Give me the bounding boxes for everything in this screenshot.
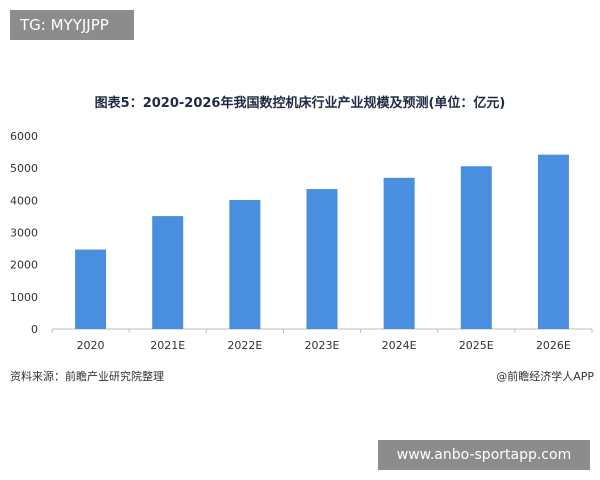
- x-tick-label: 2021E: [150, 339, 185, 352]
- url-banner-text: www.anbo-sportapp.com: [396, 447, 572, 463]
- y-tick-label: 1000: [10, 291, 38, 304]
- bar-2026E: [537, 154, 569, 329]
- y-tick-label: 4000: [10, 194, 38, 207]
- watermark-tag: TG: MYYJJPP: [10, 10, 134, 40]
- chart-title: 图表5：2020-2026年我国数控机床行业产业规模及预测(单位：亿元): [94, 96, 506, 111]
- bar-2025E: [460, 166, 492, 329]
- y-tick-label: 6000: [10, 130, 38, 143]
- y-tick-label: 2000: [10, 259, 38, 272]
- bar-2020: [75, 249, 107, 329]
- x-tick-label: 2023E: [305, 339, 340, 352]
- x-tick-label: 2024E: [382, 339, 417, 352]
- url-banner: www.anbo-sportapp.com: [378, 440, 590, 470]
- source-note: 资料来源：前瞻产业研究院整理: [10, 370, 164, 383]
- x-tick-label: 2020: [77, 339, 105, 352]
- y-tick-label: 3000: [10, 227, 38, 240]
- credit-note: @前瞻经济学人APP: [496, 370, 594, 383]
- y-tick-label: 0: [31, 323, 38, 336]
- x-tick-label: 2026E: [536, 339, 571, 352]
- x-tick-label: 2022E: [227, 339, 262, 352]
- y-tick-label: 5000: [10, 162, 38, 175]
- bar-2023E: [306, 189, 338, 329]
- bar-2024E: [383, 177, 415, 329]
- bar-2022E: [229, 200, 261, 329]
- bar-2021E: [152, 216, 184, 329]
- x-tick-label: 2025E: [459, 339, 494, 352]
- watermark-tag-text: TG: MYYJJPP: [20, 16, 109, 34]
